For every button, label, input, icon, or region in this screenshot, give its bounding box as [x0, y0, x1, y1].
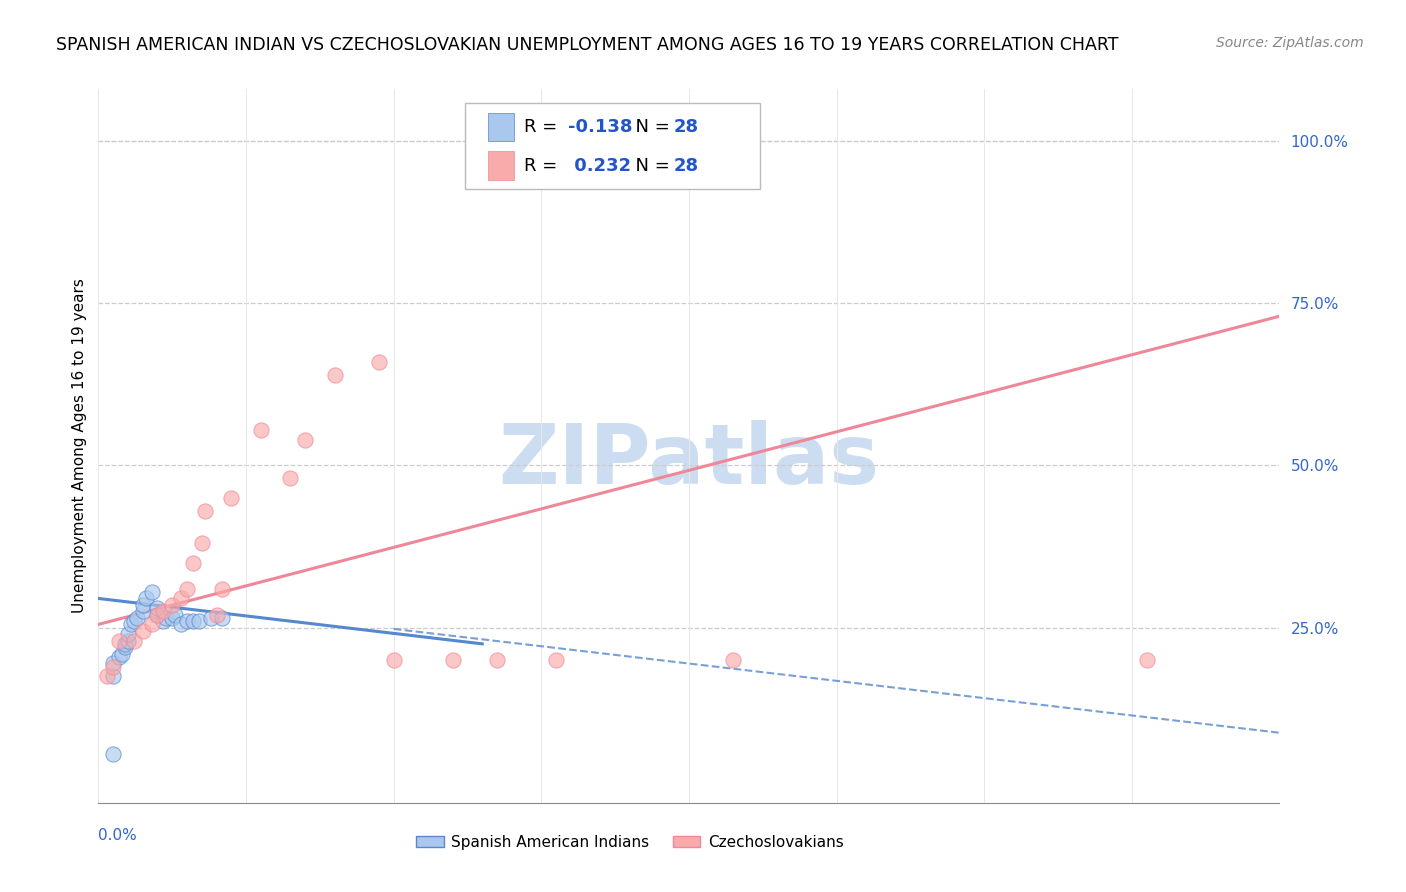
Point [191, 536, 214, 550]
Point [114, 637, 136, 651]
FancyBboxPatch shape [488, 112, 515, 141]
Text: N =: N = [624, 118, 675, 136]
Point [141, 585, 163, 599]
Point [122, 614, 145, 628]
Point [162, 611, 183, 625]
Point [221, 491, 243, 505]
Text: Source: ZipAtlas.com: Source: ZipAtlas.com [1216, 36, 1364, 50]
Point [108, 649, 131, 664]
Point [205, 607, 228, 622]
Point [103, 669, 125, 683]
Point [250, 423, 273, 437]
Point [103, 657, 125, 671]
Point [135, 591, 157, 606]
Point [152, 604, 174, 618]
Point [486, 653, 509, 667]
Text: -0.138: -0.138 [568, 118, 633, 136]
Point [96, 669, 118, 683]
Point [176, 582, 198, 596]
Text: 28: 28 [673, 157, 699, 175]
Point [117, 633, 139, 648]
Point [152, 614, 174, 628]
Text: R =: R = [523, 118, 562, 136]
Point [165, 607, 187, 622]
Legend: Spanish American Indians, Czechoslovakians: Spanish American Indians, Czechoslovakia… [411, 829, 849, 855]
Point [382, 653, 405, 667]
Point [146, 601, 169, 615]
Point [141, 617, 163, 632]
Point [200, 611, 222, 625]
Point [103, 747, 125, 761]
Point [103, 659, 125, 673]
Point [441, 653, 464, 667]
Point [546, 653, 568, 667]
Point [117, 627, 139, 641]
Point [111, 647, 134, 661]
Point [120, 617, 142, 632]
Point [146, 607, 169, 622]
Point [323, 368, 346, 382]
Text: N =: N = [624, 157, 675, 175]
Point [723, 653, 745, 667]
Text: SPANISH AMERICAN INDIAN VS CZECHOSLOVAKIAN UNEMPLOYMENT AMONG AGES 16 TO 19 YEAR: SPANISH AMERICAN INDIAN VS CZECHOSLOVAKI… [56, 36, 1119, 54]
Point [187, 614, 209, 628]
Point [181, 556, 204, 570]
Point [125, 611, 148, 625]
Point [114, 640, 136, 654]
Point [162, 598, 183, 612]
Text: 0.232: 0.232 [568, 157, 631, 175]
Y-axis label: Unemployment Among Ages 16 to 19 years: Unemployment Among Ages 16 to 19 years [72, 278, 87, 614]
FancyBboxPatch shape [488, 152, 515, 180]
Point [211, 611, 233, 625]
Point [181, 614, 204, 628]
Point [294, 433, 316, 447]
Point [146, 607, 169, 622]
Point [280, 471, 302, 485]
Point [132, 604, 155, 618]
Point [132, 624, 155, 638]
Point [155, 611, 177, 625]
Point [170, 591, 193, 606]
Point [122, 633, 145, 648]
Point [211, 582, 233, 596]
FancyBboxPatch shape [464, 103, 759, 189]
Text: 0.0%: 0.0% [98, 828, 138, 843]
Point [108, 633, 131, 648]
Point [176, 614, 198, 628]
Text: ZIPatlas: ZIPatlas [499, 420, 879, 500]
Text: 28: 28 [673, 118, 699, 136]
Text: R =: R = [523, 157, 562, 175]
Point [1136, 653, 1159, 667]
Point [194, 504, 217, 518]
Point [170, 617, 193, 632]
Point [368, 354, 391, 368]
Point [132, 598, 155, 612]
